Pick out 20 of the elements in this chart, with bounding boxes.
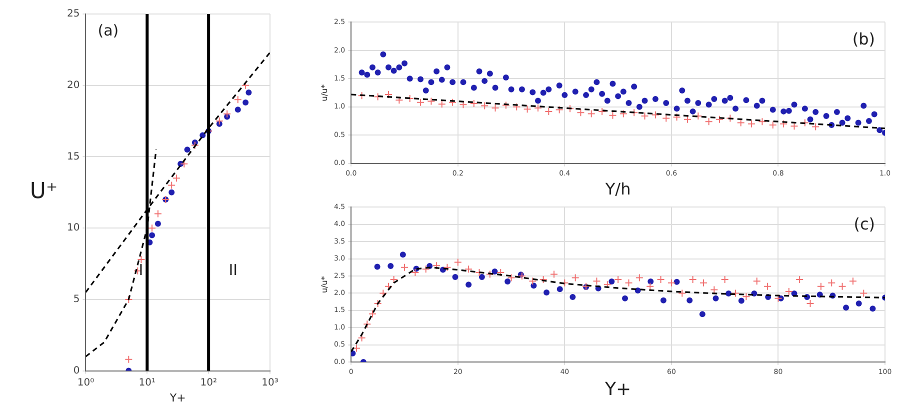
- text: (c): [854, 214, 875, 234]
- y-tick-label: 5: [73, 294, 80, 306]
- text: (a): [98, 21, 119, 40]
- y-axis-title: U⁺: [30, 179, 58, 204]
- y-axis-title: u/u*: [320, 84, 330, 102]
- y-tick-label: 15: [66, 151, 80, 162]
- annotation: II: [228, 260, 238, 279]
- x-tick-label: 10¹: [138, 377, 156, 388]
- y-tick-label: 25: [66, 8, 80, 20]
- text: (b): [852, 29, 875, 48]
- x-axis-title: Y+: [168, 391, 186, 404]
- annotation: I: [138, 260, 144, 279]
- x-tick-label: 10²: [200, 377, 217, 388]
- y-tick-label: 20: [66, 80, 80, 91]
- y-axis-title: u/u*: [320, 276, 330, 294]
- x-tick-label: 10³: [262, 377, 278, 388]
- y-tick-label: 10: [66, 222, 80, 234]
- x-axis-title: Y+: [604, 378, 632, 400]
- x-tick-label: 10⁰: [77, 377, 94, 388]
- x-axis-title: Y/h: [604, 180, 631, 199]
